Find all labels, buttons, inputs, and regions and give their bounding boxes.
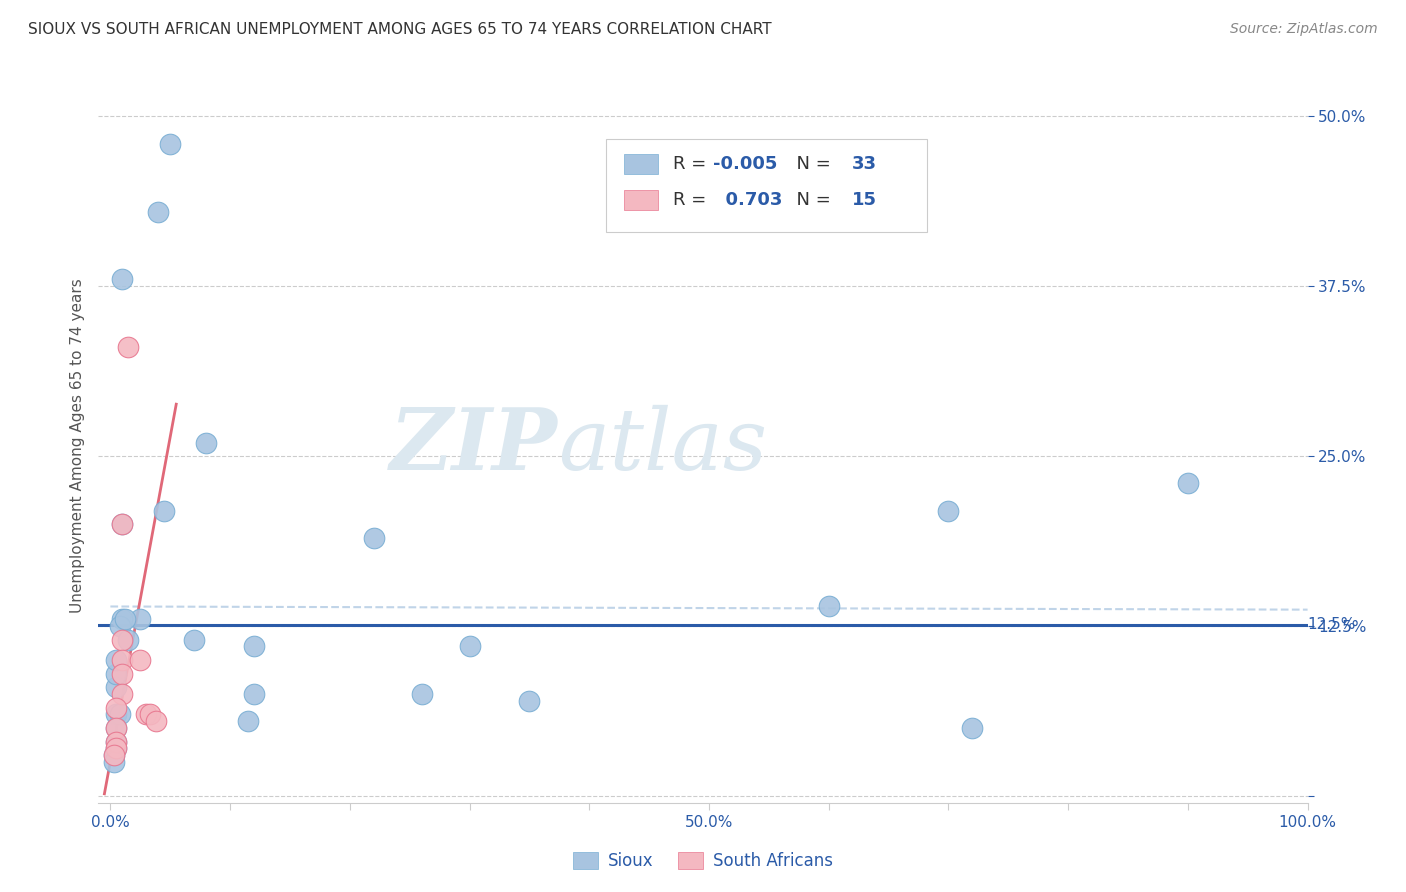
- Point: [243, 687, 266, 701]
- Text: SIOUX VS SOUTH AFRICAN UNEMPLOYMENT AMONG AGES 65 TO 74 YEARS CORRELATION CHART: SIOUX VS SOUTH AFRICAN UNEMPLOYMENT AMON…: [28, 22, 772, 37]
- Point: [111, 272, 134, 286]
- Point: [111, 687, 134, 701]
- Point: [103, 748, 125, 763]
- Point: [105, 680, 128, 694]
- Point: [114, 612, 136, 626]
- Text: 15: 15: [852, 191, 877, 209]
- Point: [183, 632, 205, 647]
- Point: [938, 503, 960, 517]
- Point: [411, 687, 433, 701]
- Point: [111, 612, 134, 626]
- Point: [117, 632, 139, 647]
- Point: [111, 517, 134, 532]
- Point: [108, 707, 131, 722]
- Point: [458, 640, 481, 654]
- Text: R =: R =: [672, 191, 711, 209]
- Point: [363, 531, 385, 545]
- Point: [111, 666, 134, 681]
- Point: [148, 204, 170, 219]
- FancyBboxPatch shape: [624, 154, 658, 174]
- Text: N =: N =: [785, 155, 837, 173]
- Point: [105, 700, 128, 714]
- Point: [817, 599, 839, 613]
- Text: 33: 33: [852, 155, 877, 173]
- Point: [111, 517, 134, 532]
- Point: [139, 707, 162, 722]
- Point: [135, 707, 157, 722]
- Point: [129, 653, 152, 667]
- Y-axis label: Unemployment Among Ages 65 to 74 years: Unemployment Among Ages 65 to 74 years: [69, 278, 84, 614]
- Text: ZIP: ZIP: [389, 404, 558, 488]
- Point: [236, 714, 259, 729]
- Text: -0.005: -0.005: [713, 155, 778, 173]
- Point: [105, 707, 128, 722]
- Point: [159, 136, 181, 151]
- Point: [105, 721, 128, 735]
- Point: [105, 666, 128, 681]
- Point: [243, 640, 266, 654]
- Point: [105, 734, 128, 748]
- Point: [519, 694, 541, 708]
- Text: 12.5%: 12.5%: [1308, 617, 1355, 632]
- FancyBboxPatch shape: [624, 190, 658, 210]
- Point: [103, 748, 125, 763]
- Point: [129, 612, 152, 626]
- Text: R =: R =: [672, 155, 711, 173]
- Point: [1177, 476, 1199, 491]
- FancyBboxPatch shape: [606, 139, 927, 232]
- Point: [105, 721, 128, 735]
- Point: [105, 741, 128, 756]
- Point: [117, 341, 139, 355]
- Point: [962, 721, 984, 735]
- Point: [153, 503, 176, 517]
- Text: N =: N =: [785, 191, 837, 209]
- Text: Source: ZipAtlas.com: Source: ZipAtlas.com: [1230, 22, 1378, 37]
- Legend: Sioux, South Africans: Sioux, South Africans: [567, 845, 839, 877]
- Point: [105, 734, 128, 748]
- Point: [111, 653, 134, 667]
- Point: [195, 435, 218, 450]
- Point: [108, 619, 131, 633]
- Point: [145, 714, 167, 729]
- Point: [105, 741, 128, 756]
- Point: [105, 653, 128, 667]
- Text: 0.703: 0.703: [713, 191, 782, 209]
- Text: atlas: atlas: [558, 405, 768, 487]
- Point: [111, 632, 134, 647]
- Point: [103, 755, 125, 769]
